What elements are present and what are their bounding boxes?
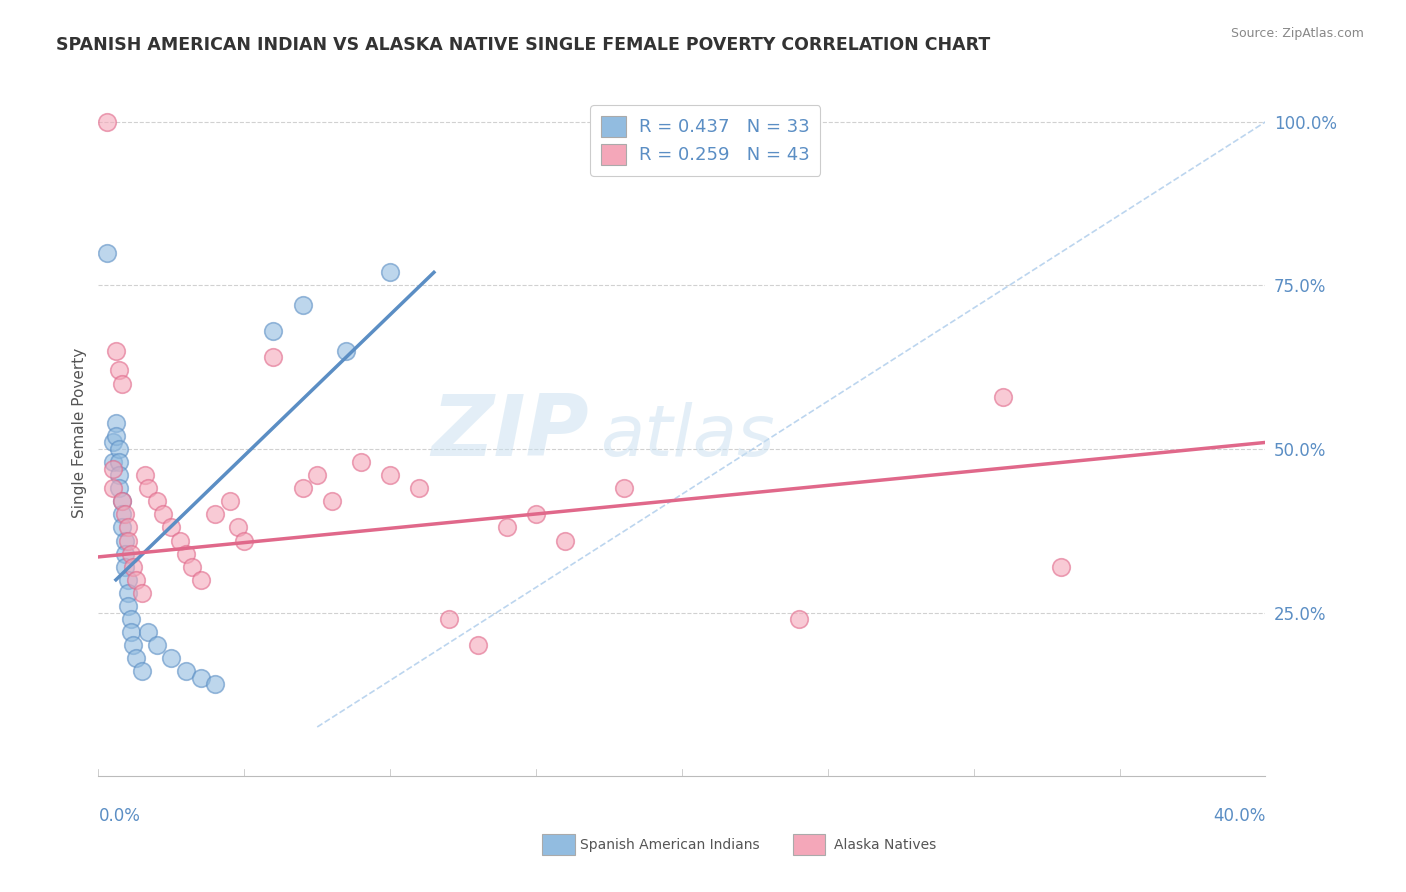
- Point: [108, 481, 131, 495]
- Point: [160, 520, 183, 534]
- Text: Spanish American Indians: Spanish American Indians: [581, 838, 761, 852]
- Point: [101, 435, 124, 450]
- Point: [120, 612, 142, 626]
- Point: [169, 533, 191, 548]
- Point: [524, 508, 547, 522]
- Point: [218, 494, 240, 508]
- Point: [125, 651, 148, 665]
- Point: [101, 461, 124, 475]
- Point: [104, 343, 127, 358]
- Point: [136, 481, 159, 495]
- Text: 0.0%: 0.0%: [98, 806, 141, 825]
- Point: [160, 651, 183, 665]
- Point: [228, 520, 250, 534]
- Point: [111, 376, 134, 391]
- Point: [122, 638, 145, 652]
- Point: [262, 351, 284, 365]
- Point: [108, 455, 131, 469]
- Text: Source: ZipAtlas.com: Source: ZipAtlas.com: [1230, 27, 1364, 40]
- Point: [291, 298, 314, 312]
- Point: [190, 573, 212, 587]
- FancyBboxPatch shape: [541, 834, 575, 855]
- Point: [136, 625, 159, 640]
- Point: [111, 494, 134, 508]
- Point: [131, 586, 153, 600]
- Point: [291, 481, 314, 495]
- Point: [174, 665, 197, 679]
- Point: [114, 508, 136, 522]
- Point: [350, 455, 373, 469]
- Text: SPANISH AMERICAN INDIAN VS ALASKA NATIVE SINGLE FEMALE POVERTY CORRELATION CHART: SPANISH AMERICAN INDIAN VS ALASKA NATIVE…: [56, 36, 990, 54]
- Point: [108, 468, 131, 483]
- Point: [117, 533, 139, 548]
- Point: [307, 468, 329, 483]
- Point: [408, 481, 430, 495]
- Point: [180, 559, 202, 574]
- Point: [104, 429, 127, 443]
- Legend: R = 0.437   N = 33, R = 0.259   N = 43: R = 0.437 N = 33, R = 0.259 N = 43: [591, 105, 821, 176]
- Point: [108, 442, 131, 456]
- Text: Alaska Natives: Alaska Natives: [834, 838, 936, 852]
- Point: [122, 559, 145, 574]
- Point: [496, 520, 519, 534]
- Point: [787, 612, 810, 626]
- Point: [108, 363, 131, 377]
- Point: [111, 520, 134, 534]
- Point: [134, 468, 156, 483]
- Point: [131, 665, 153, 679]
- Point: [612, 481, 634, 495]
- Point: [146, 494, 169, 508]
- Point: [120, 625, 142, 640]
- Point: [467, 638, 489, 652]
- Text: atlas: atlas: [600, 401, 775, 471]
- Point: [152, 508, 174, 522]
- Point: [111, 494, 134, 508]
- Text: 40.0%: 40.0%: [1213, 806, 1265, 825]
- Point: [101, 481, 124, 495]
- Point: [321, 494, 343, 508]
- Point: [335, 343, 357, 358]
- Point: [554, 533, 576, 548]
- Point: [204, 677, 226, 691]
- Point: [1050, 559, 1073, 574]
- Point: [114, 559, 136, 574]
- Point: [96, 245, 118, 260]
- Point: [380, 265, 402, 279]
- Point: [96, 115, 118, 129]
- Point: [117, 586, 139, 600]
- Y-axis label: Single Female Poverty: Single Female Poverty: [72, 348, 87, 517]
- Point: [125, 573, 148, 587]
- Point: [101, 455, 124, 469]
- Point: [117, 599, 139, 613]
- Point: [117, 520, 139, 534]
- Point: [146, 638, 169, 652]
- Point: [204, 508, 226, 522]
- Point: [437, 612, 460, 626]
- Point: [120, 547, 142, 561]
- Point: [262, 324, 284, 338]
- Point: [190, 671, 212, 685]
- Point: [114, 533, 136, 548]
- FancyBboxPatch shape: [793, 834, 825, 855]
- Point: [104, 416, 127, 430]
- Point: [233, 533, 256, 548]
- Point: [991, 390, 1014, 404]
- Point: [174, 547, 197, 561]
- Point: [111, 508, 134, 522]
- Point: [380, 468, 402, 483]
- Text: ZIP: ZIP: [430, 391, 589, 475]
- Point: [117, 573, 139, 587]
- Point: [114, 547, 136, 561]
